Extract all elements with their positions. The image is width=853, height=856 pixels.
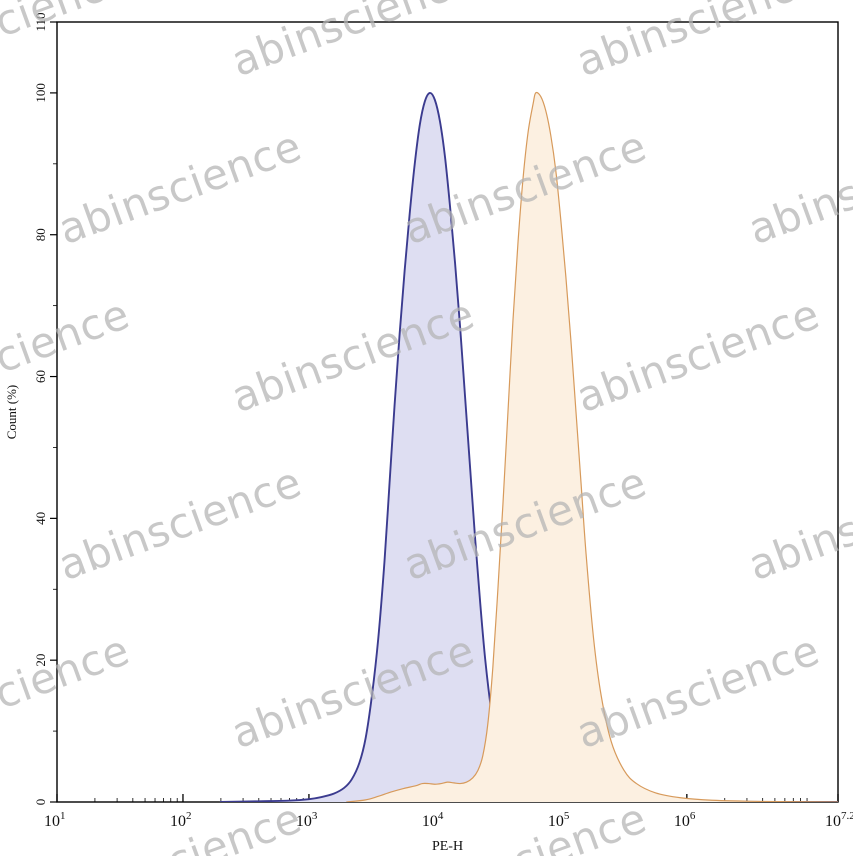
- x-axis-tick-label: 106: [674, 810, 696, 830]
- y-axis-tick-label: 60: [33, 370, 48, 383]
- y-axis-label: Count (%): [4, 385, 19, 440]
- x-axis-tick-label: 103: [296, 810, 318, 830]
- x-axis-label: PE-H: [432, 839, 463, 854]
- y-axis-tick-label: 40: [33, 512, 48, 525]
- x-axis-tick-label: 105: [548, 810, 570, 830]
- y-axis-tick-label: 20: [33, 654, 48, 667]
- histogram-fill-orange: [346, 92, 838, 802]
- y-axis-tick-label: 0: [33, 799, 48, 806]
- x-axis-tick-label: 102: [170, 810, 192, 830]
- x-axis-tick-label: 101: [44, 810, 66, 830]
- y-axis-tick-label: 100: [33, 83, 48, 103]
- y-axis-tick-label: 110: [33, 12, 48, 31]
- x-axis-tick-label: 104: [422, 810, 444, 830]
- x-axis-tick-label: 107.2: [825, 810, 853, 830]
- histogram-curve-orange: [346, 91, 838, 802]
- y-axis-tick-label: 80: [33, 228, 48, 241]
